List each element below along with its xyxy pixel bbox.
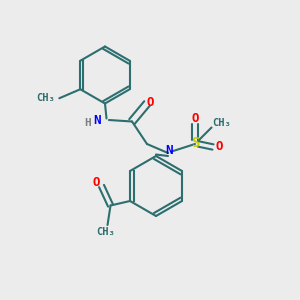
Text: N: N	[165, 144, 172, 157]
Text: O: O	[215, 140, 223, 154]
Text: CH₃: CH₃	[213, 118, 231, 128]
Text: O: O	[191, 112, 199, 125]
Text: CH₃: CH₃	[36, 93, 55, 103]
Text: S: S	[191, 136, 200, 150]
Text: N: N	[93, 113, 101, 127]
Text: CH₃: CH₃	[97, 226, 116, 237]
Text: O: O	[92, 176, 100, 190]
Text: H: H	[85, 118, 91, 128]
Text: O: O	[147, 95, 154, 109]
